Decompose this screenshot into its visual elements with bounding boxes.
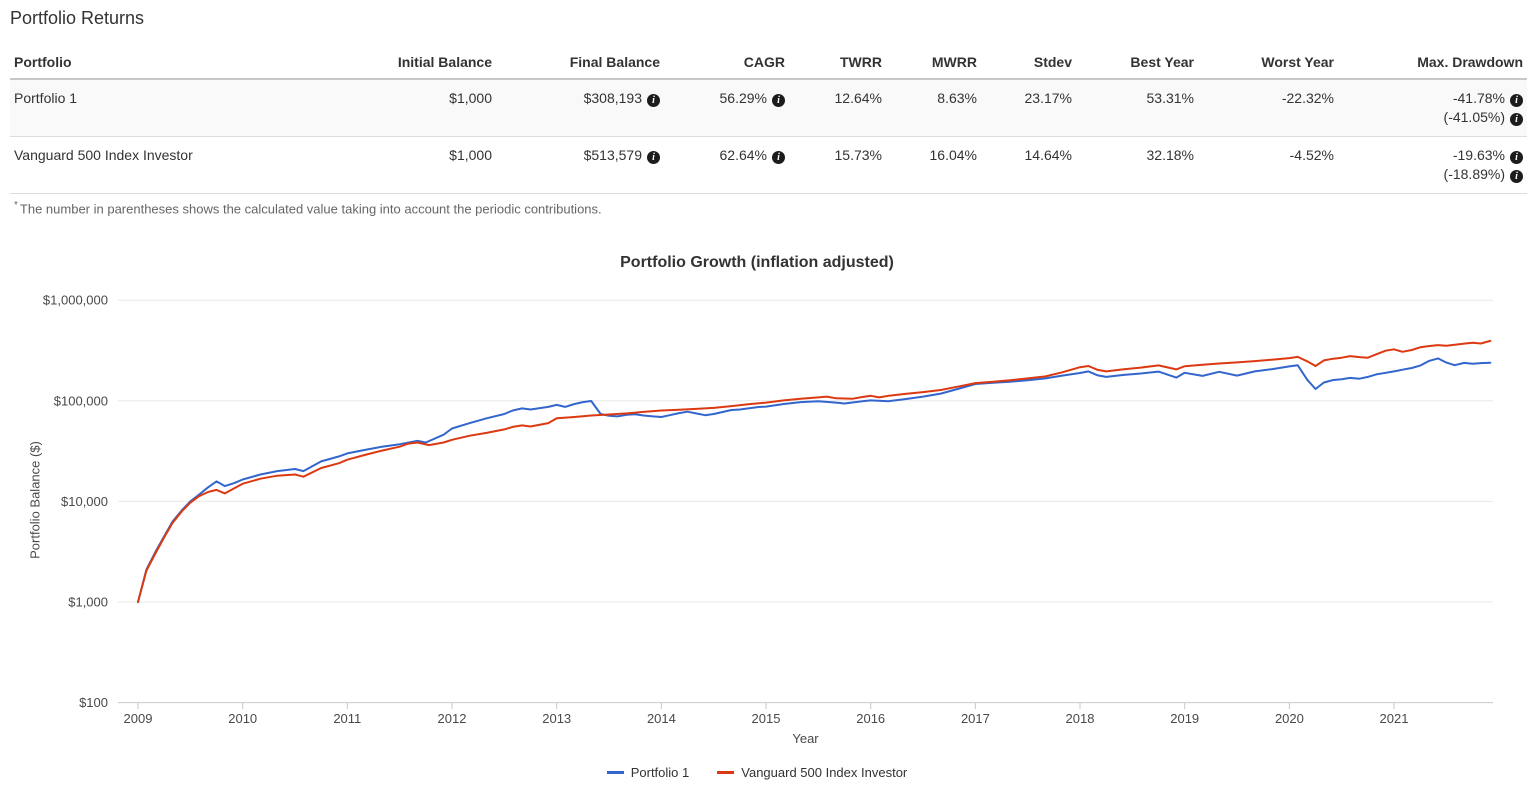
chart-plot[interactable]: $100 $1,000 $10,000 $100,000 $1,000,000 2009 2… xyxy=(0,240,1538,760)
column-header-initial-balance: Initial Balance xyxy=(374,46,496,80)
x-tick-label: 2021 xyxy=(1380,711,1409,726)
final-balance-value: $308,193 xyxy=(583,90,642,106)
x-tick-label: 2013 xyxy=(542,711,571,726)
twrr-value: 12.64% xyxy=(834,90,882,106)
x-tick-label: 2015 xyxy=(752,711,781,726)
twrr-value: 15.73% xyxy=(834,147,882,163)
best-year-value: 32.18% xyxy=(1146,147,1194,163)
initial-balance-value: $1,000 xyxy=(449,90,492,106)
series-line-2[interactable] xyxy=(137,339,1492,603)
worst-year-value: -4.52% xyxy=(1289,147,1334,163)
cagr-value: 56.29% xyxy=(719,90,767,106)
column-header-twrr: TWRR xyxy=(789,46,886,80)
legend-label: Vanguard 500 Index Investor xyxy=(741,765,908,780)
x-axis-label: Year xyxy=(792,731,819,746)
footnote: * The number in parentheses shows the cal… xyxy=(14,200,602,216)
best-year-value: 53.31% xyxy=(1146,90,1194,106)
column-header-final-balance: Final Balance xyxy=(496,46,664,80)
legend-label: Portfolio 1 xyxy=(630,765,690,780)
x-tick-label: 2011 xyxy=(333,711,361,726)
stdev-value: 23.17% xyxy=(1024,90,1072,106)
column-header-max-drawdown: Max. Drawdown xyxy=(1338,46,1527,80)
portfolio-name: Portfolio 1 xyxy=(14,90,78,106)
column-header-cagr: CAGR xyxy=(664,46,789,80)
y-tick-label: $1,000,000 xyxy=(43,293,108,308)
footnote-text: The number in parentheses shows the calc… xyxy=(19,201,602,217)
max-drawdown-with-contributions-value: (-41.05%) xyxy=(1443,109,1505,125)
portfolio-name: Vanguard 500 Index Investor xyxy=(14,147,193,163)
column-header-stdev: Stdev xyxy=(981,46,1076,80)
stdev-value: 14.64% xyxy=(1024,147,1072,163)
footnote-marker: * xyxy=(14,200,18,211)
chart-legend: Portfolio 1 Vanguard 500 Index Investor xyxy=(0,765,1514,780)
x-tick-label: 2017 xyxy=(961,711,990,726)
x-tick-label: 2009 xyxy=(124,711,153,726)
chart-title: Portfolio Growth (inflation adjusted) xyxy=(620,254,894,271)
y-tick-label: $1,000 xyxy=(68,595,108,610)
table-row-portfolio-1: Portfolio 1 $1,000 $308,193 i 56.29% i 12.… xyxy=(10,79,1527,137)
x-tick-label: 2014 xyxy=(647,711,676,726)
column-header-worst-year: Worst Year xyxy=(1198,46,1338,80)
mwrr-value: 16.04% xyxy=(929,147,977,163)
x-tick-label: 2010 xyxy=(228,711,257,726)
cagr-value: 62.64% xyxy=(719,147,767,163)
mwrr-value: 8.63% xyxy=(937,90,977,106)
x-tick-label: 2012 xyxy=(438,711,467,726)
table-row-vanguard-500: Vanguard 500 Index Investor $1,000 $513,… xyxy=(10,136,1527,194)
max-drawdown-with-contributions-value: (-18.89%) xyxy=(1443,166,1505,182)
portfolio-returns-table: Portfolio Initial Balance Final Balance … xyxy=(10,46,1527,194)
info-icon[interactable]: i xyxy=(1510,151,1523,164)
table-header-row: Portfolio Initial Balance Final Balance … xyxy=(10,46,1527,80)
x-tick-label: 2018 xyxy=(1066,711,1095,726)
info-icon[interactable]: i xyxy=(1510,94,1523,107)
legend-line-swatch-red xyxy=(717,771,735,774)
info-icon[interactable]: i xyxy=(772,151,785,164)
initial-balance-value: $1,000 xyxy=(449,147,492,163)
legend-line-swatch-blue xyxy=(606,771,624,774)
final-balance-value: $513,579 xyxy=(583,147,642,163)
max-drawdown-value: -19.63% xyxy=(1452,147,1505,163)
info-icon[interactable]: i xyxy=(647,94,660,107)
x-tick-label: 2020 xyxy=(1275,711,1304,726)
x-tick-label: 2019 xyxy=(1170,711,1199,726)
info-icon[interactable]: i xyxy=(1510,113,1523,126)
info-icon[interactable]: i xyxy=(1510,170,1523,183)
max-drawdown-value: -41.78% xyxy=(1452,90,1505,106)
page-title: Portfolio Returns xyxy=(10,8,145,28)
legend-item-vanguard-500: Vanguard 500 Index Investor xyxy=(717,765,907,780)
worst-year-value: -22.32% xyxy=(1281,90,1334,106)
series-line-1[interactable] xyxy=(137,357,1492,603)
y-tick-label: $100 xyxy=(79,695,108,710)
info-icon[interactable]: i xyxy=(647,151,660,164)
info-icon[interactable]: i xyxy=(772,94,785,107)
legend-item-portfolio-1: Portfolio 1 xyxy=(606,765,690,780)
y-tick-label: $10,000 xyxy=(61,494,108,509)
x-tick-label: 2016 xyxy=(856,711,885,726)
column-header-best-year: Best Year xyxy=(1076,46,1198,80)
column-header-mwrr: MWRR xyxy=(886,46,981,80)
y-tick-label: $100,000 xyxy=(54,393,108,408)
column-header-portfolio: Portfolio xyxy=(10,46,374,80)
